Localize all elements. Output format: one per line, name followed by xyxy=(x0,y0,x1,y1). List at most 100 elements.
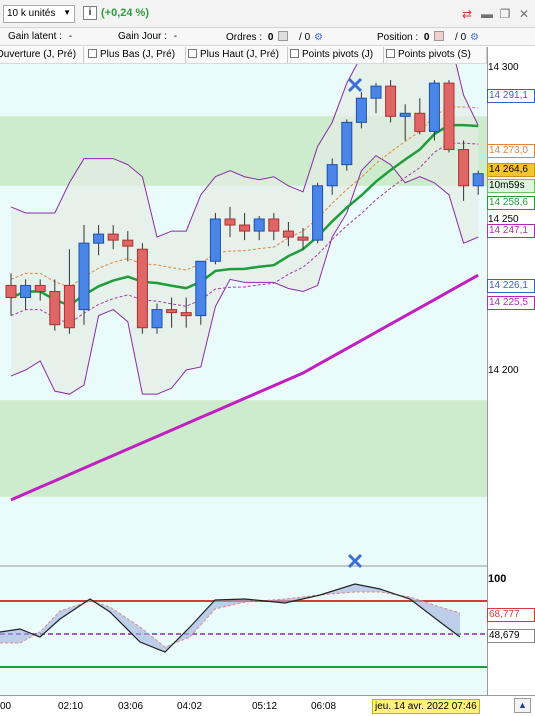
switch-icon[interactable]: ⇄ xyxy=(461,7,473,21)
time-tick: 00 xyxy=(0,701,12,712)
candle-body xyxy=(472,173,484,187)
indicator-tab-open[interactable]: Ouverture (J, Pré) xyxy=(0,47,84,63)
checkbox-icon[interactable] xyxy=(88,49,97,58)
price-tick: 14 200 xyxy=(488,365,519,376)
open-price-tag: 14 273,0 xyxy=(487,144,535,158)
price-change: (+0,24 %) xyxy=(101,7,149,19)
indicator-tab-label: Points pivots (J) xyxy=(302,49,374,60)
candle-body xyxy=(428,82,440,132)
candle-body xyxy=(78,242,90,311)
candle-body xyxy=(268,218,280,232)
candle-body xyxy=(209,218,221,262)
current-date-flag: jeu. 14 avr. 2022 07:46 xyxy=(372,699,480,714)
candle-body xyxy=(370,85,382,99)
bollinger-upper-tag: 14 291,1 xyxy=(487,89,535,103)
candle-body xyxy=(253,218,265,232)
chevron-down-icon: ▼ xyxy=(63,8,71,17)
indicator-tab-label: Plus Bas (J, Pré) xyxy=(100,49,176,60)
quantity-value: 10 k unités xyxy=(7,8,56,19)
oscillator-background xyxy=(0,564,487,695)
time-tick: 06:08 xyxy=(311,701,337,712)
candle-body xyxy=(122,239,134,247)
indicator-tabs: Ouverture (J, Pré) Plus Bas (J, Pré) Plu… xyxy=(0,47,487,64)
candle-timer: 10m59s xyxy=(487,179,535,193)
pivot-zone-lower xyxy=(0,400,487,497)
candle-body xyxy=(312,185,324,241)
candle-body xyxy=(341,121,353,166)
position-total: / 0 xyxy=(455,32,467,43)
oscillator-signal-line xyxy=(0,591,461,648)
ordres-value: 0 xyxy=(267,32,274,43)
ordres-total: / 0 xyxy=(299,32,311,43)
indicator-tab-pivot-day[interactable]: Points pivots (J) xyxy=(288,47,384,63)
candle-body xyxy=(195,260,207,317)
candle-body xyxy=(355,97,367,123)
high-marker-icon xyxy=(347,77,363,93)
indicator-tab-label: Ouverture (J, Pré) xyxy=(0,49,77,60)
oscillator-tick: 100 xyxy=(488,573,507,585)
time-axis[interactable]: 00 02:10 03:06 04:02 05:12 06:08 jeu. 14… xyxy=(0,695,535,716)
chart-canvas[interactable] xyxy=(0,47,487,695)
candle-body xyxy=(49,290,61,326)
oscillator-signal-tag: 68,777 xyxy=(487,608,535,622)
bollinger-lower-tag: 14 226,1 xyxy=(487,279,535,293)
toolbar: 10 k unités ▼ i (+0,24 %) ⇄ ▬ ❐ ✕ xyxy=(0,0,535,28)
checkbox-icon[interactable] xyxy=(188,49,197,58)
position-settings-icon[interactable]: ⚙ xyxy=(469,32,479,43)
ma-green-tag: 14 258,6 xyxy=(487,196,535,210)
position-bar: Gain latent : - Gain Jour : - Ordres : 0… xyxy=(0,28,535,46)
info-icon[interactable]: i xyxy=(83,6,97,20)
candle-body xyxy=(224,218,236,226)
candle-body xyxy=(166,309,178,314)
candle-body xyxy=(107,233,119,241)
time-tick: 03:06 xyxy=(118,701,144,712)
oscillator-line xyxy=(0,583,461,653)
orders-settings-icon[interactable]: ⚙ xyxy=(313,32,323,43)
indicator-tab-pivot-week[interactable]: Points pivots (S) xyxy=(384,47,487,63)
envelope-lower-line xyxy=(10,142,479,325)
candle-body xyxy=(239,224,251,232)
candle-body xyxy=(443,82,455,151)
checkbox-icon[interactable] xyxy=(290,49,299,58)
candle-body xyxy=(5,284,17,299)
indicator-tab-low[interactable]: Plus Bas (J, Pré) xyxy=(86,47,186,63)
price-tick: 14 250 xyxy=(488,214,519,225)
indicator-tab-high[interactable]: Plus Haut (J, Pré) xyxy=(186,47,288,63)
envelope-tag: 14 247,1 xyxy=(487,224,535,238)
quantity-select[interactable]: 10 k unités ▼ xyxy=(3,5,75,23)
candle-body xyxy=(34,284,46,292)
last-price-tag: 14 264,6 xyxy=(487,163,535,177)
gain-latent-label: Gain latent : xyxy=(8,31,62,42)
scroll-right-icon[interactable]: ▲ xyxy=(514,698,531,713)
restore-icon[interactable]: ❐ xyxy=(499,7,511,21)
gain-jour-label: Gain Jour : xyxy=(118,31,167,42)
candle-body xyxy=(93,233,105,244)
candle-body xyxy=(385,85,397,117)
minimize-icon[interactable]: ▬ xyxy=(481,7,493,21)
candle-body xyxy=(63,284,75,329)
candle-body xyxy=(326,164,338,187)
candle-body xyxy=(282,230,294,238)
time-tick: 05:12 xyxy=(252,701,278,712)
orders-cancel-icon[interactable] xyxy=(278,31,289,41)
candle-body xyxy=(399,112,411,117)
ma-magenta-line xyxy=(10,273,479,502)
ordres-label: Ordres : xyxy=(226,32,263,43)
bollinger-lower-line xyxy=(10,154,479,395)
time-tick: 04:02 xyxy=(177,701,203,712)
candle-body xyxy=(458,149,470,187)
candle-body xyxy=(20,284,32,299)
time-tick: 02:10 xyxy=(58,701,84,712)
indicator-tab-label: Points pivots (S) xyxy=(398,49,471,60)
price-tick: 14 300 xyxy=(488,62,519,73)
close-icon[interactable]: ✕ xyxy=(518,7,530,21)
candle-body xyxy=(297,236,309,241)
checkbox-icon[interactable] xyxy=(386,49,395,58)
gain-latent-value: - xyxy=(68,31,73,42)
indicator-tab-label: Plus Haut (J, Pré) xyxy=(200,49,279,60)
price-chart[interactable] xyxy=(0,47,487,695)
position-close-icon[interactable] xyxy=(434,31,445,41)
candle-body xyxy=(180,312,192,317)
candle-body xyxy=(136,248,148,329)
